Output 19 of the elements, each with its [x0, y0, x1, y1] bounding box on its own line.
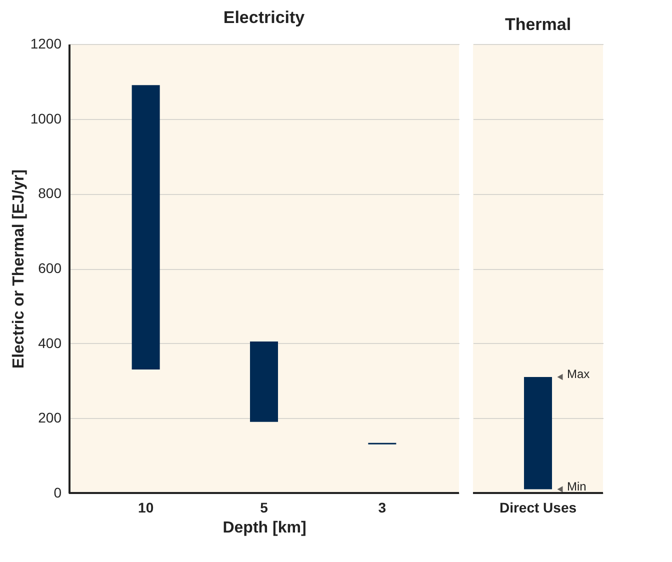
x-axis-title: Depth [km] [222, 520, 306, 536]
y-tick-label: 1000 [30, 110, 62, 126]
y-tick-label: 600 [38, 260, 62, 276]
x-tick-label: 5 [260, 500, 268, 516]
x-tick-label: Direct Uses [499, 500, 577, 516]
y-tick-label: 200 [38, 410, 62, 426]
y-tick-label: 0 [54, 484, 62, 500]
chart-title: Thermal [504, 15, 572, 34]
y-tick-label: 800 [38, 185, 62, 202]
bar [132, 85, 160, 370]
y-tick-label: 400 [38, 334, 62, 351]
annotation: Min [567, 479, 586, 494]
x-tick-label: 10 [138, 500, 154, 516]
y-axis-title: Electric or Thermal [EJ/yr] [10, 169, 28, 369]
annotation: Max [567, 367, 590, 382]
y-tick-label: 1200 [30, 36, 62, 52]
bar [250, 341, 278, 422]
x-tick-label: 3 [378, 500, 386, 516]
chart-title: Electricity [223, 8, 306, 27]
